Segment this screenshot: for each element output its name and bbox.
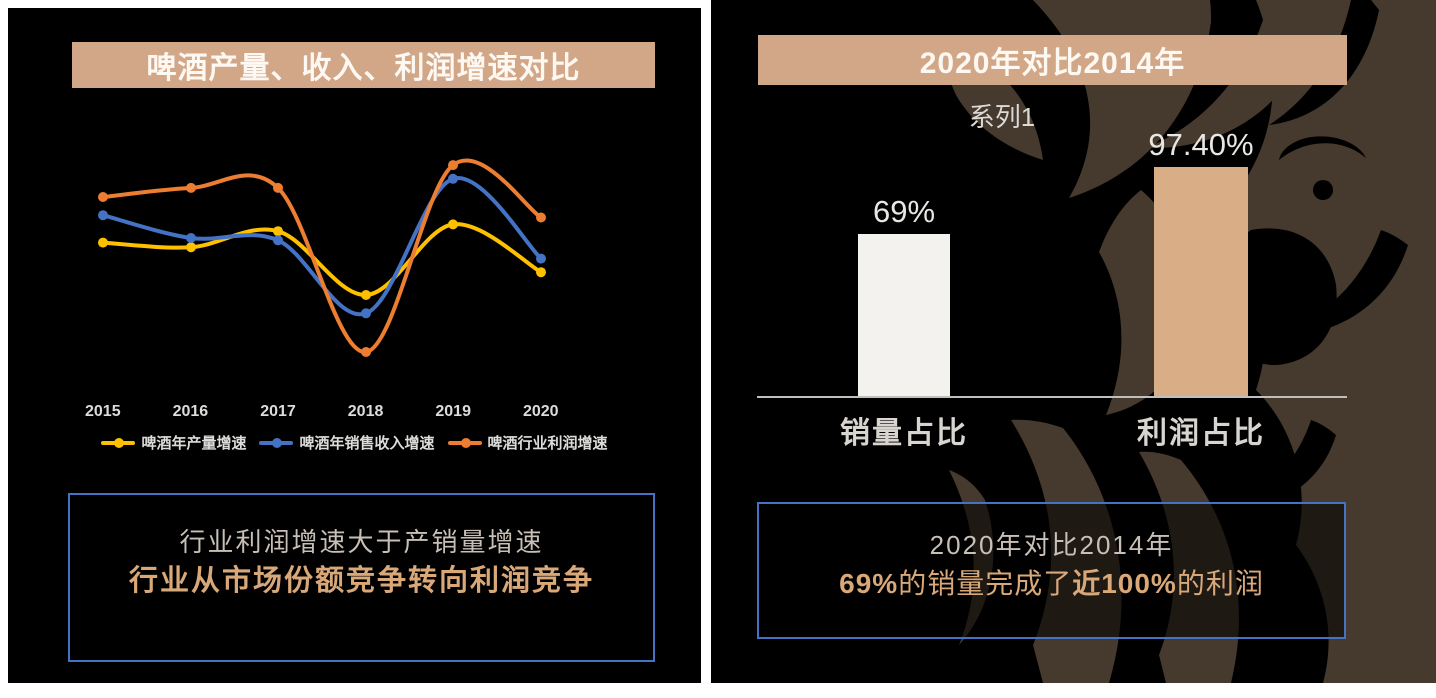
line-chart (98, 158, 546, 357)
legend-item: 啤酒年产量增速 (101, 432, 246, 453)
x-tick-label: 2017 (260, 403, 296, 420)
legend-item: 啤酒行业利润增速 (447, 432, 608, 453)
x-tick-label: 2018 (347, 403, 384, 420)
data-point-marker (361, 290, 371, 300)
x-tick-label: 2015 (85, 403, 121, 420)
data-point-marker (448, 160, 458, 171)
insight-line-1: 行业利润增速大于产销量增速 (179, 527, 544, 557)
insight-segment: 69% (839, 568, 899, 599)
data-point-marker (273, 235, 283, 246)
data-point-marker (186, 242, 196, 253)
data-point-marker (273, 226, 283, 237)
series-label: 系列1 (968, 102, 1036, 132)
data-point-marker (536, 212, 546, 223)
data-point-marker (448, 219, 458, 230)
insight-segment: 近100% (1072, 568, 1177, 599)
left-title-banner: 啤酒产量、收入、利润增速对比 (72, 42, 655, 88)
left-panel: 啤酒产量、收入、利润增速对比 2015 2016 2017 2018 2019 … (8, 8, 701, 683)
data-point-marker (536, 253, 546, 264)
insight-segment: 的利润 (1176, 568, 1264, 599)
chart-legend: 啤酒年产量增速 啤酒年销售收入增速 啤酒行业利润增速 (8, 432, 701, 453)
data-point-marker (448, 173, 458, 184)
data-point-marker (361, 308, 371, 319)
bar-profit-share (1154, 167, 1248, 396)
line-marker-icon (101, 437, 136, 448)
insight-line-2: 行业从市场份额竞争转向利润竞争 (128, 565, 594, 597)
x-axis-labels: 2015 2016 2017 2018 2019 2020 (59, 403, 586, 421)
x-tick-label: 2019 (435, 403, 471, 420)
data-point-marker (536, 267, 546, 278)
data-point-marker (98, 237, 108, 248)
data-point-marker (186, 233, 196, 243)
insight-box-left: 行业利润增速大于产销量增速 行业从市场份额竞争转向利润竞争 (68, 493, 655, 662)
right-chart-title: 2020年对比2014年 (919, 47, 1186, 80)
insight-line-1: 2020年对比2014年 (929, 530, 1174, 560)
insight-segment: 的销量完成了 (898, 568, 1073, 599)
x-tick-label: 2016 (172, 403, 209, 420)
data-point-marker (186, 182, 196, 193)
data-point-marker (273, 182, 283, 193)
line-marker-icon (447, 437, 482, 448)
legend-item: 啤酒年销售收入增速 (259, 432, 435, 453)
legend-label: 啤酒年销售收入增速 (299, 435, 435, 452)
data-point-marker (361, 347, 371, 357)
bar-category-label: 销量占比 (840, 417, 968, 450)
data-point-marker (98, 210, 108, 221)
bar-value-label: 69% (872, 194, 936, 229)
left-chart-title: 啤酒产量、收入、利润增速对比 (146, 52, 581, 85)
x-tick-label: 2020 (522, 403, 559, 420)
axis-baseline (757, 396, 1347, 398)
line-marker-icon (259, 437, 294, 448)
insight-box-right: 2020年对比2014年 69%的销量完成了近100%的利润 (757, 502, 1346, 639)
line-series (101, 158, 543, 354)
data-point-marker (98, 192, 108, 202)
legend-label: 啤酒行业利润增速 (487, 435, 608, 452)
right-title-banner: 2020年对比2014年 (758, 35, 1347, 85)
right-panel: 2020年对比2014年 系列1 69% 97.40% 销量占比 利润占比 20… (711, 0, 1436, 683)
insight-line-2: 69%的销量完成了近100%的利润 (759, 564, 1344, 604)
bar-sales-share (858, 234, 950, 396)
bar-value-label: 97.40% (1148, 127, 1254, 162)
legend-label: 啤酒年产量增速 (141, 435, 247, 452)
bar-category-label: 利润占比 (1137, 417, 1265, 450)
